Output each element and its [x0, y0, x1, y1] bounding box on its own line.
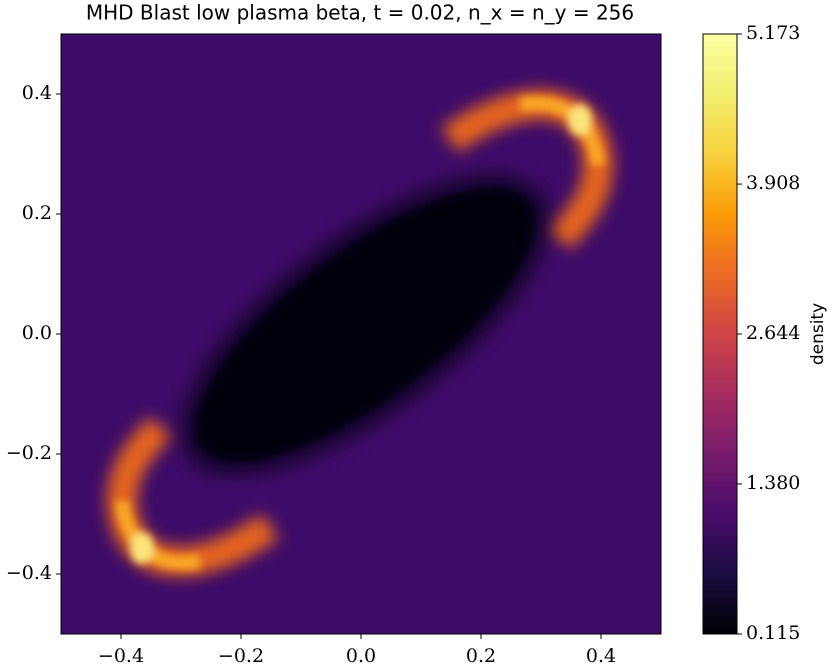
- chart-title: MHD Blast low plasma beta, t = 0.02, n_x…: [86, 1, 634, 25]
- colorbar-tick-label: 0.115: [746, 622, 800, 644]
- colorbar-tick-label: 3.908: [746, 172, 800, 194]
- colorbar-label: density: [808, 303, 828, 365]
- colorbar-tick-label: 1.380: [746, 472, 800, 494]
- x-tick-label: −0.4: [98, 645, 144, 667]
- y-tick-label: 0.4: [22, 82, 52, 104]
- colorbar-tick-label: 5.173: [746, 22, 800, 44]
- y-tick-label: 0.2: [22, 202, 52, 224]
- y-tick-label: 0.0: [22, 322, 52, 344]
- colorbar: [702, 33, 738, 635]
- y-tick-label: −0.4: [6, 562, 52, 584]
- colorbar-tick-label: 2.644: [746, 322, 800, 344]
- x-tick-label: 0.4: [586, 645, 616, 667]
- y-tick-label: −0.2: [6, 442, 52, 464]
- x-tick-label: 0.0: [346, 645, 376, 667]
- density-field: [61, 34, 661, 634]
- x-tick-label: 0.2: [466, 645, 496, 667]
- x-tick-label: −0.2: [218, 645, 264, 667]
